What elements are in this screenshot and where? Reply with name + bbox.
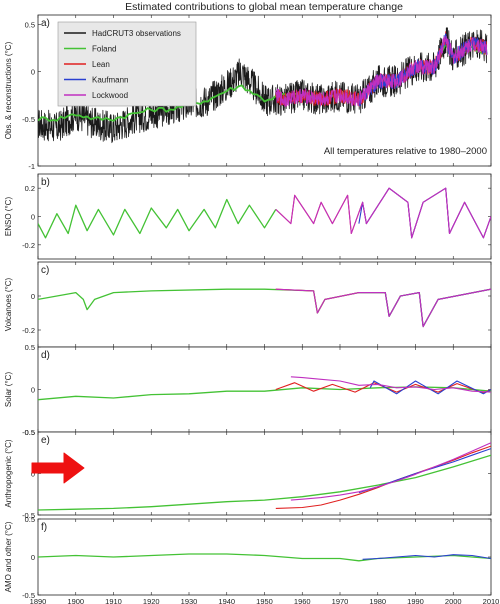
x-tick-label: 1970 (332, 597, 349, 604)
y-tick-label: -0.2 (22, 326, 35, 335)
legend-label: Lean (92, 60, 110, 69)
y-axis-label: Anthropogenic (°C) (4, 439, 13, 507)
panel-label: f) (41, 522, 47, 533)
series-line-lockwood (275, 35, 488, 107)
panel-frame (37, 346, 492, 433)
series-line-kaufmann (362, 554, 491, 560)
panel-label: b) (41, 177, 50, 188)
panel-label: c) (41, 265, 49, 276)
panel-label: d) (41, 350, 50, 361)
x-tick-label: 1890 (30, 597, 47, 604)
y-axis-label: ENSO (°C) (4, 197, 13, 237)
series-line-hadcrut3-observations (38, 27, 488, 144)
y-axis-label: Obs. & reconstructions (°C) (4, 41, 13, 139)
y-tick-label: 0 (31, 68, 35, 77)
y-tick-label: -0.5 (22, 511, 35, 520)
series-line-lockwood (290, 442, 491, 501)
panels: -1 -0.5 0 0.5 a) Obs. & reconstructions (°C) A… (4, 14, 492, 600)
panel-frame (37, 261, 492, 348)
y-tick-label: 0 (31, 213, 35, 222)
y-tick-label: -0.5 (22, 591, 35, 600)
y-tick-label: -0.5 (22, 428, 35, 437)
x-tick-label: 1990 (407, 597, 424, 604)
y-axis-label: Solar (°C) (4, 372, 13, 408)
x-tick-label: 1930 (181, 597, 198, 604)
x-tick-label: 1940 (218, 597, 235, 604)
x-tick-label: 1900 (67, 597, 84, 604)
x-tick-label: 1960 (294, 597, 311, 604)
series-line-foland (38, 553, 491, 562)
x-tick-label: 1920 (143, 597, 160, 604)
y-axis-label: Volcanoes (°C) (4, 277, 13, 331)
panel-label: e) (41, 435, 50, 446)
panel-label: a) (41, 18, 50, 29)
series-line-lockwood (275, 288, 491, 328)
series-line-foland (38, 198, 277, 239)
legend-label: Kaufmann (92, 76, 128, 85)
y-tick-label: 0 (31, 553, 35, 562)
y-tick-label: 0 (31, 470, 35, 479)
x-tick-label: 2010 (483, 597, 500, 604)
y-tick-label: 0.5 (25, 20, 35, 29)
panel-5: -0.5 0 0.5 f) AMO and other (°C) (4, 515, 492, 600)
legend-label: Lockwood (92, 91, 128, 100)
legend-label: HadCRUT3 observations (92, 29, 181, 38)
series-line-lockwood (275, 187, 491, 239)
y-tick-label: 0.5 (25, 428, 35, 437)
x-axis: 1890 1900 1910 1920 1930 1940 1950 1960 1970 1980… (30, 597, 500, 604)
panel-frame (37, 173, 492, 260)
y-tick-label: -0.5 (22, 115, 35, 124)
annotation-text: All temperatures relative to 1980–2000 (324, 146, 487, 157)
panel-4: -0.5 0 0.5 e) Anthropogenic (°C) (4, 428, 492, 520)
y-tick-label: 0.2 (25, 184, 35, 193)
x-tick-label: 1910 (105, 597, 122, 604)
y-tick-label: -1 (28, 162, 35, 171)
y-tick-label: 0.5 (25, 343, 35, 352)
x-tick-label: 2000 (445, 597, 462, 604)
y-tick-label: 0 (31, 292, 35, 301)
x-tick-label: 1980 (369, 597, 386, 604)
y-tick-label: 0.5 (25, 515, 35, 524)
x-tick-label: 1950 (256, 597, 273, 604)
y-axis-label: AMO and other (°C) (4, 521, 13, 592)
legend: HadCRUT3 observations Foland Lean Kaufmann L… (57, 21, 197, 107)
series-line-lockwood (290, 376, 491, 393)
red-arrow-shape (31, 452, 85, 484)
panel-frame (37, 431, 492, 516)
panel-3: -0.5 0 0.5 d) Solar (°C) (4, 343, 492, 437)
y-tick-label: 0 (31, 386, 35, 395)
series-line-foland (38, 454, 491, 511)
panel-2: -0.2 0 c) Volcanoes (°C) (4, 261, 492, 348)
red-arrow-icon (31, 452, 85, 484)
y-tick-label: -0.2 (22, 241, 35, 250)
legend-label: Foland (92, 45, 116, 54)
panel-1: -0.2 0 0.2 b) ENSO (°C) (4, 173, 492, 260)
figure-title: Estimated contributions to global mean t… (125, 1, 403, 13)
